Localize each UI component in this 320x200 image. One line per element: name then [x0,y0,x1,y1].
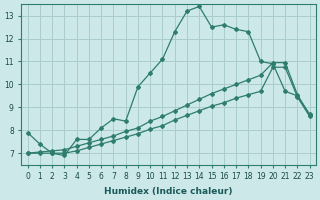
X-axis label: Humidex (Indice chaleur): Humidex (Indice chaleur) [104,187,233,196]
